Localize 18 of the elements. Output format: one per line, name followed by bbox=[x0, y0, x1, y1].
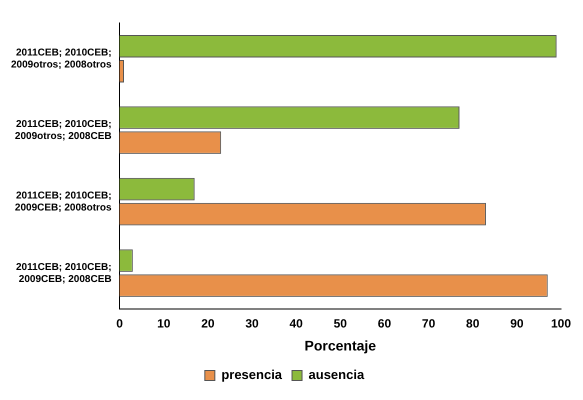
x-tick-label: 80 bbox=[466, 316, 480, 330]
x-tick-label: 90 bbox=[510, 316, 524, 330]
legend-label: presencia bbox=[221, 367, 283, 382]
y-tick-label: 2011CEB; 2010CEB; 2009CEB; 2008CEB bbox=[16, 262, 112, 285]
x-tick-label: 30 bbox=[245, 316, 260, 330]
x-tick-label: 0 bbox=[116, 316, 124, 330]
x-tick-label: 10 bbox=[157, 316, 171, 330]
legend-label: ausencia bbox=[308, 367, 365, 382]
x-tick-label: 40 bbox=[289, 316, 304, 330]
y-tick-label: 2011CEB; 2010CEB; 2009otros; 2008CEB bbox=[14, 118, 112, 142]
y-tick-label: 2011CEB; 2010CEB; 2009CEB; 2008otros bbox=[14, 190, 112, 214]
x-tick-label: 100 bbox=[550, 316, 572, 330]
y-tick-label: 2011CEB; 2010CEB; 2009otros; 2008otros bbox=[10, 47, 112, 70]
x-tick-label: 70 bbox=[422, 316, 436, 330]
x-tick-label: 50 bbox=[334, 316, 348, 330]
x-tick-label: 60 bbox=[378, 316, 392, 330]
x-tick-label: 20 bbox=[201, 316, 215, 330]
x-axis-title: Porcentaje bbox=[304, 337, 376, 354]
